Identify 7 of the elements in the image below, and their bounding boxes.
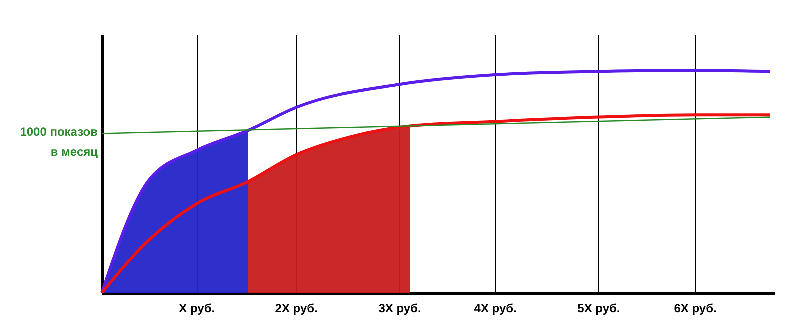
- x-tick-label: 5X руб.: [578, 302, 620, 316]
- x-tick-label: X руб.: [179, 302, 216, 316]
- annotation: 1000 показов в месяц: [20, 124, 99, 159]
- x-tick-label: 3X руб.: [378, 302, 422, 316]
- x-tick-label: 6X руб.: [674, 302, 717, 316]
- x-tick-label: 4X руб.: [474, 302, 517, 316]
- x-tick-label: 2X руб.: [275, 302, 318, 316]
